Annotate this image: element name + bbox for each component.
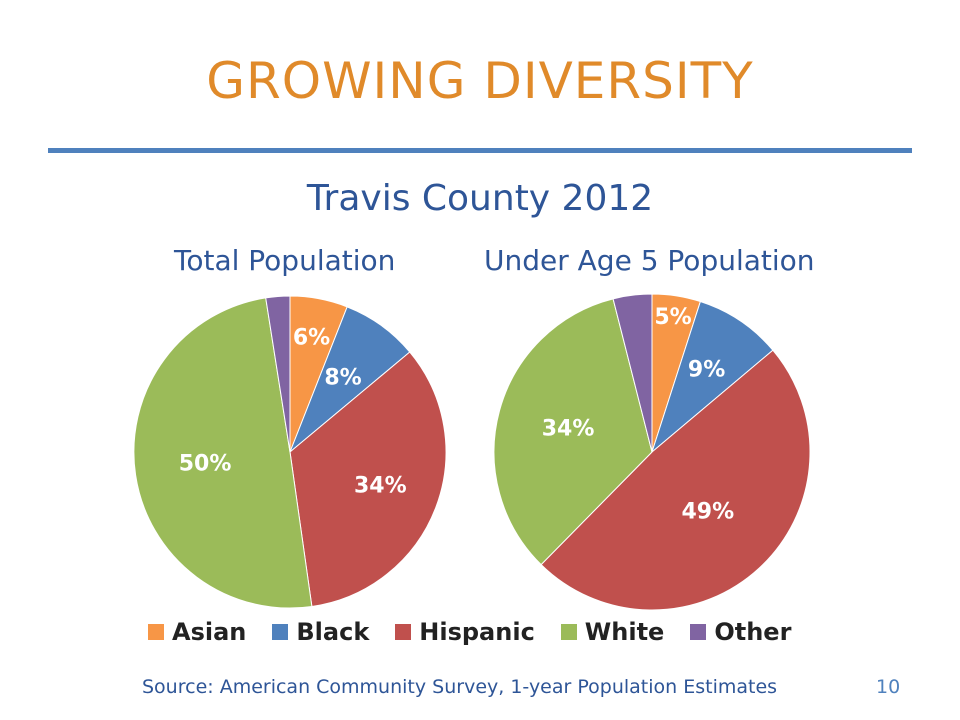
source-note: Source: American Community Survey, 1-yea… (142, 676, 778, 698)
pie-data-label: 9% (688, 358, 725, 383)
pie-title-total: Total Population (174, 244, 396, 277)
pie-slice-white (133, 297, 313, 609)
legend-label: White (584, 618, 665, 646)
pie-data-label: 8% (324, 366, 361, 391)
legend-swatch (272, 624, 289, 640)
legend-item-hispanic: Hispanic (395, 618, 535, 646)
legend-item-asian: Asian (148, 618, 246, 646)
pie-slice-white (493, 298, 653, 566)
legend-item-other: Other (690, 618, 791, 646)
pie-data-label: 50% (179, 452, 232, 477)
pie-title-under5: Under Age 5 Population (484, 244, 815, 277)
pie-slice-other (612, 293, 653, 453)
legend-item-black: Black (272, 618, 369, 646)
pie-slice-hispanic (289, 351, 447, 608)
legend-swatch (148, 624, 164, 640)
pie-chart-under5: 5% 9% 49% 34% (493, 293, 811, 611)
pie-data-label: 5% (654, 305, 691, 330)
pie-slice-other (265, 295, 291, 453)
legend-item-white: White (560, 618, 665, 646)
legend-swatch (690, 624, 707, 640)
pie-slice-hispanic (540, 349, 811, 611)
pie-data-label: 49% (681, 499, 734, 524)
chart-legend: Asian Black Hispanic White Other (148, 618, 817, 646)
legend-swatch (395, 624, 412, 640)
legend-label: Other (714, 618, 792, 646)
legend-swatch (560, 624, 577, 640)
pie-data-label: 34% (542, 416, 595, 441)
legend-label: Asian (172, 618, 247, 646)
pie-data-label: 6% (293, 326, 330, 351)
slide-subtitle: Travis County 2012 (306, 178, 654, 219)
pie-chart-total: 6% 8% 34% 50% (133, 295, 447, 609)
page-number: 10 (876, 676, 901, 698)
legend-label: Black (296, 618, 370, 646)
title-divider (48, 148, 912, 153)
pie-slice-black (650, 300, 774, 454)
pie-data-label: 34% (354, 474, 407, 499)
slide-title: GROWING DIVERSITY (206, 52, 754, 110)
legend-label: Hispanic (419, 618, 535, 646)
